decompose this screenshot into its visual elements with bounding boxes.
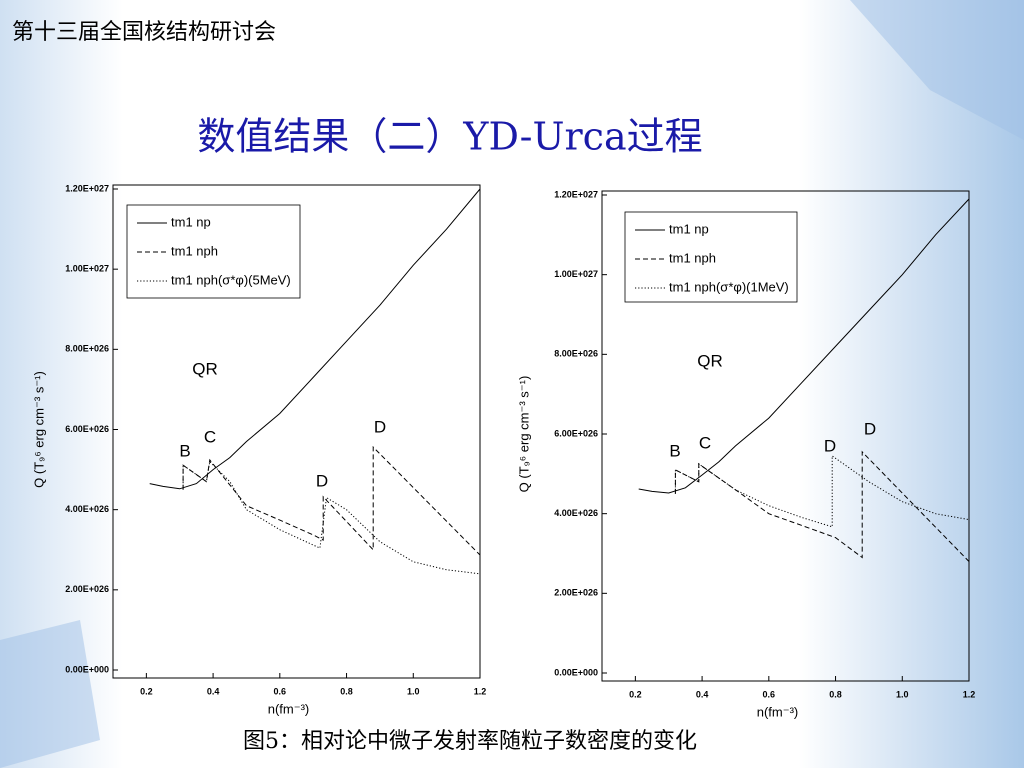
annotation: D [374, 417, 386, 436]
y-axis-label: Q (T₉⁶ erg cm⁻³ s⁻¹) [31, 371, 46, 488]
x-axis-label: n(fm⁻³) [268, 701, 310, 716]
plot-frame [601, 190, 970, 682]
x-tick-label: 0.6 [763, 689, 776, 699]
y-tick-label: 1.20E+027 [554, 189, 598, 199]
y-tick-label: 2.00E+026 [65, 584, 109, 594]
y-tick-label: 1.00E+027 [65, 264, 109, 274]
series-line [638, 198, 970, 494]
annotation: B [669, 441, 680, 460]
y-tick-label: 0.00E+000 [65, 664, 109, 674]
y-tick-label: 6.00E+026 [554, 428, 598, 438]
y-tick-label: 8.00E+026 [554, 349, 598, 359]
x-tick-label: 1.0 [896, 689, 909, 699]
x-tick-label: 0.8 [829, 689, 842, 699]
series-line [674, 454, 970, 528]
series-line [182, 445, 481, 556]
x-tick-label: 0.2 [629, 689, 642, 699]
series-line [674, 450, 970, 562]
y-tick-label: 4.00E+026 [65, 504, 109, 514]
y-tick-label: 4.00E+026 [554, 508, 598, 518]
annotation: QR [697, 351, 723, 370]
x-tick-label: 0.4 [696, 689, 709, 699]
x-tick-label: 0.4 [207, 686, 220, 696]
y-tick-label: 8.00E+026 [65, 344, 109, 354]
y-tick-label: 6.00E+026 [65, 424, 109, 434]
y-tick-label: 1.20E+027 [65, 183, 109, 193]
x-tick-label: 1.0 [407, 686, 420, 696]
annotation: D [824, 436, 836, 455]
decoration [850, 0, 1024, 140]
annotation: C [699, 433, 711, 452]
x-axis-label: n(fm⁻³) [757, 704, 799, 719]
x-tick-label: 1.2 [963, 689, 976, 699]
caption: 图5：相对论中微子发射率随粒子数密度的变化 [243, 729, 697, 754]
legend-label: tm1 np [171, 214, 211, 229]
annotation: B [179, 441, 190, 460]
legend-box [624, 211, 798, 303]
series-line [149, 188, 481, 490]
y-tick-label: 0.00E+000 [554, 667, 598, 677]
y-tick-label: 2.00E+026 [554, 588, 598, 598]
plot-frame [112, 184, 481, 679]
annotation: QR [192, 359, 218, 378]
annotation: C [204, 427, 216, 446]
x-tick-label: 1.2 [474, 686, 487, 696]
legend-label: tm1 nph [669, 250, 716, 265]
decoration [0, 620, 100, 768]
legend-label: tm1 nph(σ*φ)(1MeV) [669, 279, 789, 294]
x-tick-label: 0.8 [340, 686, 353, 696]
y-tick-label: 1.00E+027 [554, 269, 598, 279]
annotation: D [316, 471, 328, 490]
x-tick-label: 0.2 [140, 686, 153, 696]
slide-title: 数值结果（二）YD-Urca过程 [197, 115, 702, 159]
header: 第十三届全国核结构研讨会 [12, 20, 276, 45]
legend-label: tm1 nph [171, 243, 218, 258]
legend-label: tm1 nph(σ*φ)(5MeV) [171, 272, 291, 287]
series-line [182, 460, 481, 575]
y-axis-label: Q (T₉⁶ erg cm⁻³ s⁻¹) [516, 376, 531, 493]
annotation: D [864, 419, 876, 438]
legend-label: tm1 np [669, 221, 709, 236]
x-tick-label: 0.6 [274, 686, 287, 696]
